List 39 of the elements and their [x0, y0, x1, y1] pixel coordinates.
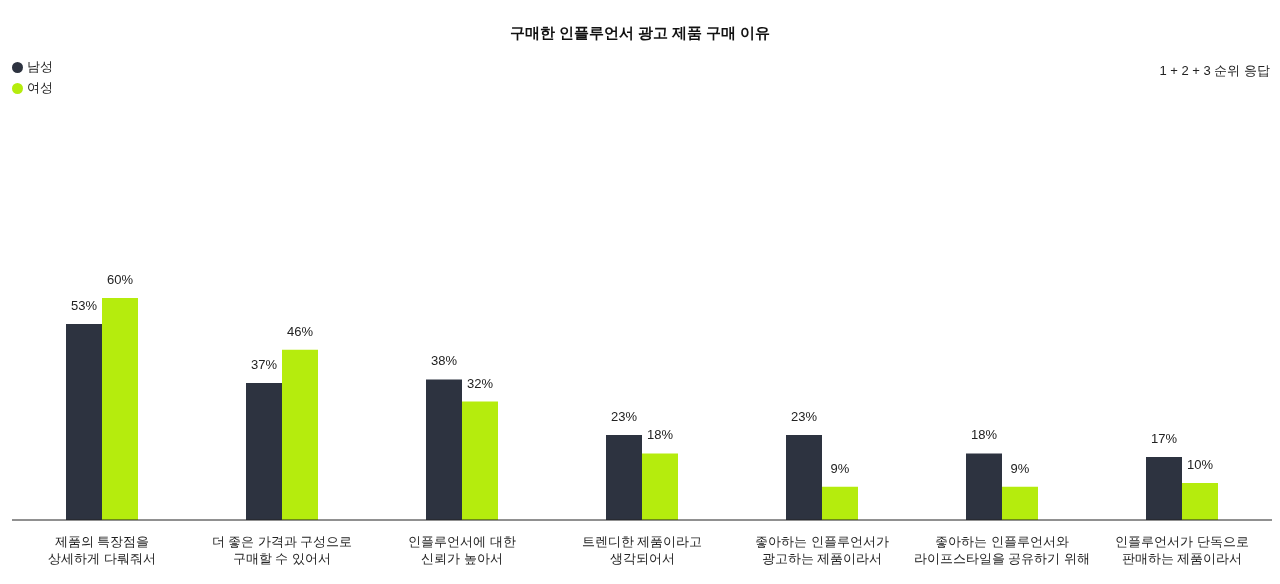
data-label: 18%: [646, 427, 674, 443]
bar: [246, 383, 282, 520]
x-tick-label: 인플루언서가 단독으로 판매하는 제품이라서: [1115, 534, 1249, 566]
bar: [66, 323, 102, 520]
data-label: 10%: [1186, 457, 1214, 472]
legend-label: 남성: [27, 58, 53, 76]
bar: [426, 379, 462, 520]
x-tick-label: 인플루언서에 대한 신뢰가 높아서: [408, 534, 516, 566]
data-label: 53%: [70, 297, 98, 313]
x-tick-label: 좋아하는 인플루언서가 광고하는 제품이라서: [755, 534, 889, 566]
x-tick-label: 더 좋은 가격과 구성으로 구매할 수 있어서: [211, 534, 353, 566]
bar: [462, 401, 498, 520]
data-label: 32%: [466, 375, 494, 391]
data-label: 9%: [830, 460, 850, 476]
bar: [102, 298, 138, 520]
data-label: 60%: [106, 272, 134, 287]
bar: [966, 453, 1002, 520]
x-tick-label: 좋아하는 인플루언서와 라이프스타일을 공유하기 위해: [913, 534, 1091, 566]
bar: [606, 434, 642, 520]
data-label: 37%: [250, 357, 278, 373]
bar: [822, 486, 858, 520]
chart-title: 구매한 인플루언서 광고 제품 구매 이유: [508, 24, 772, 43]
bar: [1146, 457, 1182, 520]
bar: [642, 453, 678, 520]
text: 1 + 2 + 3 순위 응답: [1159, 62, 1270, 80]
x-tick-label: 제품의 특장점을 상세하게 다뤄줘서: [48, 534, 156, 566]
data-label: 23%: [610, 408, 638, 424]
x-tick-label: 트렌디한 제품이라고 생각되어서: [581, 534, 703, 566]
data-label: 46%: [286, 323, 314, 339]
bar: [1182, 483, 1218, 520]
data-label: 17%: [1150, 431, 1178, 447]
data-label: 18%: [970, 427, 998, 443]
legend-label: 여성: [27, 79, 53, 97]
data-label: 9%: [1010, 460, 1030, 476]
data-label: 23%: [790, 408, 818, 424]
data-label: 38%: [430, 353, 458, 369]
bar: [1002, 486, 1038, 520]
bar: [786, 434, 822, 520]
bar: [282, 349, 318, 520]
